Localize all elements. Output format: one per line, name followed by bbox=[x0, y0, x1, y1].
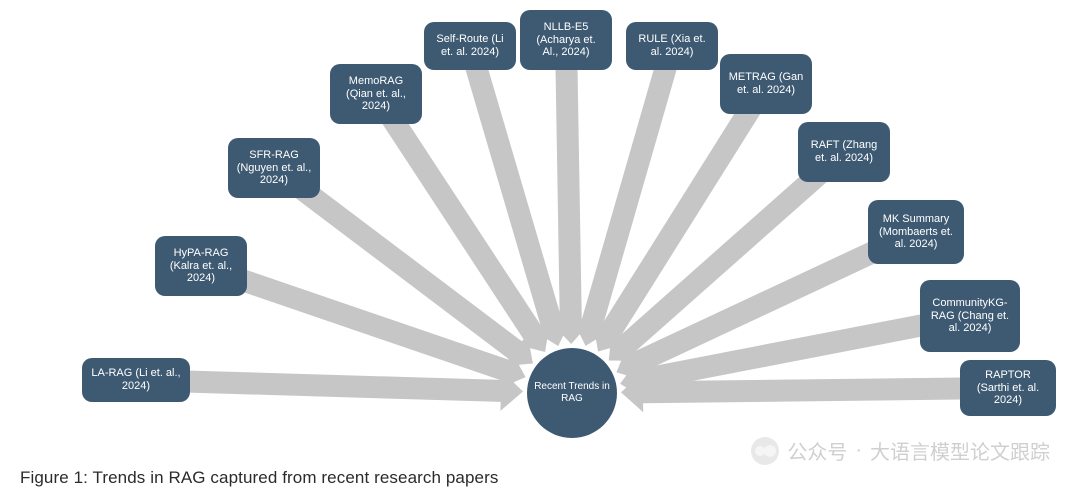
node-label: Self-Route (Li et. al. 2024) bbox=[432, 33, 508, 58]
wechat-icon bbox=[751, 437, 779, 465]
node-la-rag: LA-RAG (Li et. al., 2024) bbox=[82, 358, 190, 402]
node-rule: RULE (Xia et. al. 2024) bbox=[626, 22, 718, 70]
watermark-text: 大语言模型论文跟踪 bbox=[870, 436, 1050, 465]
node-self-route: Self-Route (Li et. al. 2024) bbox=[424, 22, 516, 70]
node-label: RAPTOR (Sarthi et. al. 2024) bbox=[968, 369, 1048, 407]
watermark-separator: · bbox=[855, 439, 862, 462]
node-label: METRAG (Gan et. al. 2024) bbox=[728, 71, 804, 96]
hub-node: Recent Trends in RAG bbox=[527, 348, 617, 438]
node-label: MK Summary (Mombaerts et. al. 2024) bbox=[876, 213, 956, 251]
node-memorag: MemoRAG (Qian et. al., 2024) bbox=[330, 64, 422, 124]
node-label: NLLB-E5 (Acharya et. Al., 2024) bbox=[528, 21, 604, 59]
node-raft: RAFT (Zhang et. al. 2024) bbox=[798, 122, 890, 182]
watermark: 公众号 · 大语言模型论文跟踪 bbox=[751, 436, 1050, 465]
node-raptor: RAPTOR (Sarthi et. al. 2024) bbox=[960, 360, 1056, 416]
node-communitykg: CommunityKG-RAG (Chang et. al. 2024) bbox=[920, 280, 1020, 352]
arrow bbox=[156, 370, 524, 411]
node-label: LA-RAG (Li et. al., 2024) bbox=[90, 367, 182, 392]
node-label: HyPA-RAG (Kalra et. al., 2024) bbox=[163, 247, 239, 285]
node-mk-summary: MK Summary (Mombaerts et. al. 2024) bbox=[868, 200, 964, 264]
figure-caption: Figure 1: Trends in RAG captured from re… bbox=[20, 468, 498, 488]
diagram-canvas: Recent Trends in RAG LA-RAG (Li et. al.,… bbox=[0, 0, 1080, 500]
caption-text: Figure 1: Trends in RAG captured from re… bbox=[20, 468, 498, 487]
watermark-prefix: 公众号 bbox=[787, 436, 847, 465]
node-nllb-e5: NLLB-E5 (Acharya et. Al., 2024) bbox=[520, 10, 612, 70]
node-label: RAFT (Zhang et. al. 2024) bbox=[806, 139, 882, 164]
node-hypa-rag: HyPA-RAG (Kalra et. al., 2024) bbox=[155, 236, 247, 296]
node-label: MemoRAG (Qian et. al., 2024) bbox=[338, 75, 414, 113]
node-label: RULE (Xia et. al. 2024) bbox=[634, 33, 710, 58]
node-sfr-rag: SFR-RAG (Nguyen et. al., 2024) bbox=[228, 138, 320, 198]
node-label: SFR-RAG (Nguyen et. al., 2024) bbox=[236, 149, 312, 187]
hub-label: Recent Trends in RAG bbox=[527, 381, 617, 405]
node-label: CommunityKG-RAG (Chang et. al. 2024) bbox=[928, 297, 1012, 335]
node-metrag: METRAG (Gan et. al. 2024) bbox=[720, 54, 812, 114]
